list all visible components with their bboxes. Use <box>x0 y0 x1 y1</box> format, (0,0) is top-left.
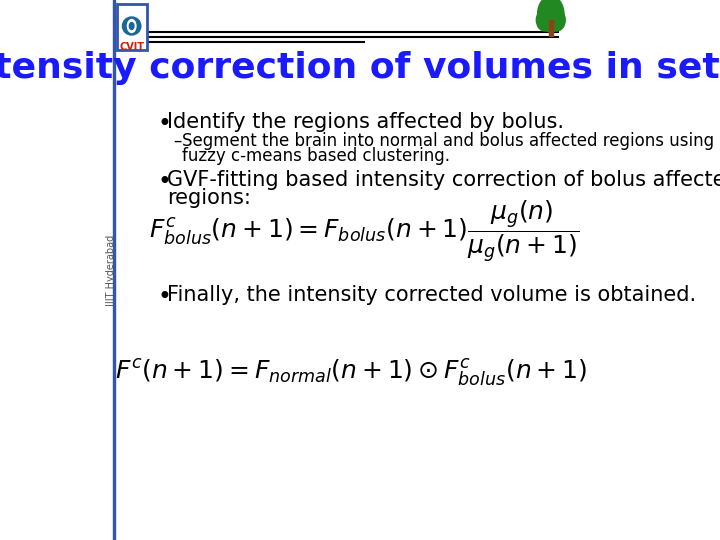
Text: •: • <box>157 170 171 194</box>
Text: regions:: regions: <box>167 188 251 208</box>
Ellipse shape <box>130 23 134 30</box>
Text: –: – <box>174 132 182 150</box>
Ellipse shape <box>536 9 554 31</box>
Text: IIIT Hyderabad: IIIT Hyderabad <box>107 234 117 306</box>
Text: GVF-fitting based intensity correction of bolus affected: GVF-fitting based intensity correction o… <box>167 170 720 190</box>
Text: Intensity correction of volumes in set-2: Intensity correction of volumes in set-2 <box>0 51 720 85</box>
Bar <box>113 0 115 540</box>
Text: CVIT: CVIT <box>119 42 144 52</box>
Text: •: • <box>157 112 171 136</box>
Ellipse shape <box>127 19 136 32</box>
Text: $F^c_{bolus}(n+1)= F_{bolus}(n+1)\dfrac{\mu_g(n)}{\mu_g(n+1)}$: $F^c_{bolus}(n+1)= F_{bolus}(n+1)\dfrac{… <box>149 199 580 265</box>
FancyBboxPatch shape <box>117 4 147 50</box>
Ellipse shape <box>548 9 565 31</box>
Ellipse shape <box>538 0 564 32</box>
Text: Finally, the intensity corrected volume is obtained.: Finally, the intensity corrected volume … <box>167 285 696 305</box>
Text: $F^c(n+1)= F_{normal}(n+1)\odot F^c_{bolus}(n+1)$: $F^c(n+1)= F_{normal}(n+1)\odot F^c_{bol… <box>115 356 587 388</box>
Text: Segment the brain into normal and bolus affected regions using: Segment the brain into normal and bolus … <box>182 132 714 150</box>
Ellipse shape <box>122 17 141 35</box>
Bar <box>549 20 553 36</box>
Text: fuzzy c-means based clustering.: fuzzy c-means based clustering. <box>182 147 450 165</box>
Text: Identify the regions affected by bolus.: Identify the regions affected by bolus. <box>167 112 564 132</box>
Text: •: • <box>157 285 171 309</box>
